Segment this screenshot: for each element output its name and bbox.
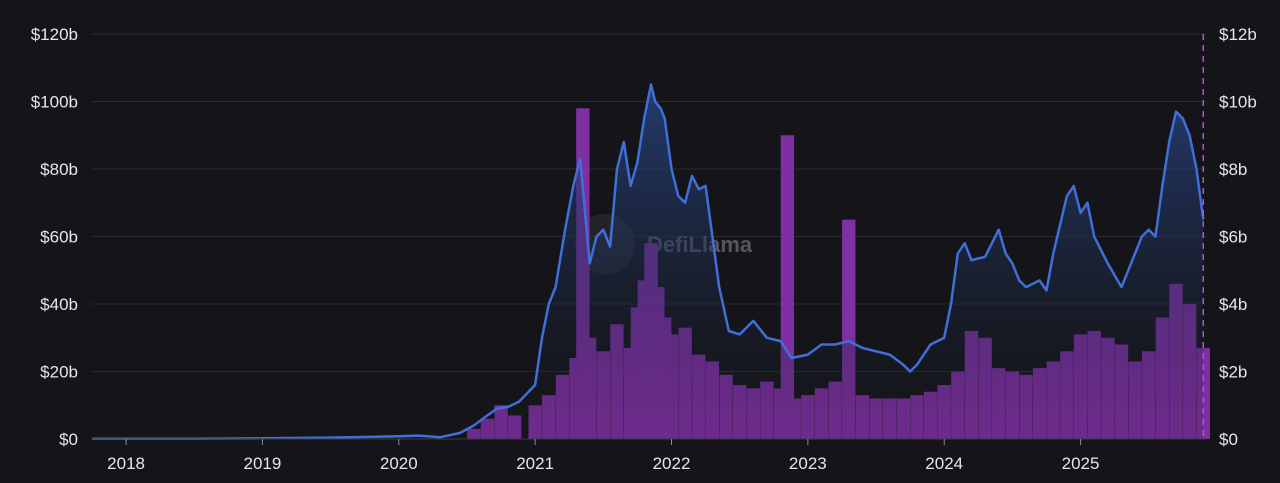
x-tick-label: 2018 [107, 454, 145, 473]
x-tick-label: 2024 [925, 454, 963, 473]
left-y-tick-label: $80b [40, 160, 78, 179]
left-y-tick-label: $40b [40, 295, 78, 314]
tvl-area [92, 84, 1204, 439]
left-y-tick-label: $120b [31, 25, 78, 44]
left-y-tick-label: $20b [40, 363, 78, 382]
right-y-tick-label: $4b [1219, 295, 1247, 314]
x-axis: 2018 2019 2020 2021 2022 2023 2024 2025 [92, 438, 1206, 473]
right-y-tick-label: $12b [1219, 25, 1257, 44]
x-tick-label: 2025 [1062, 454, 1100, 473]
left-y-tick-label: $0 [59, 430, 78, 449]
right-y-tick-label: $6b [1219, 228, 1247, 247]
x-tick-label: 2021 [516, 454, 554, 473]
right-y-tick-label: $8b [1219, 160, 1247, 179]
right-y-tick-label: $0 [1219, 430, 1238, 449]
left-y-axis: $0 $20b $40b $60b $80b $100b $120b [31, 25, 78, 449]
x-tick-label: 2020 [380, 454, 418, 473]
x-tick-label: 2022 [653, 454, 691, 473]
tvl-line-path [91, 83, 1205, 441]
tvl-area-fill [92, 84, 1204, 439]
x-tick-label: 2019 [244, 454, 282, 473]
right-y-tick-label: $2b [1219, 363, 1247, 382]
right-y-axis: $0 $2b $4b $6b $8b $10b $12b [1219, 25, 1257, 449]
left-y-tick-label: $100b [31, 93, 78, 112]
left-y-tick-label: $60b [40, 228, 78, 247]
x-tick-label: 2023 [789, 454, 827, 473]
tvl-line [91, 83, 1205, 441]
right-y-tick-label: $10b [1219, 93, 1257, 112]
